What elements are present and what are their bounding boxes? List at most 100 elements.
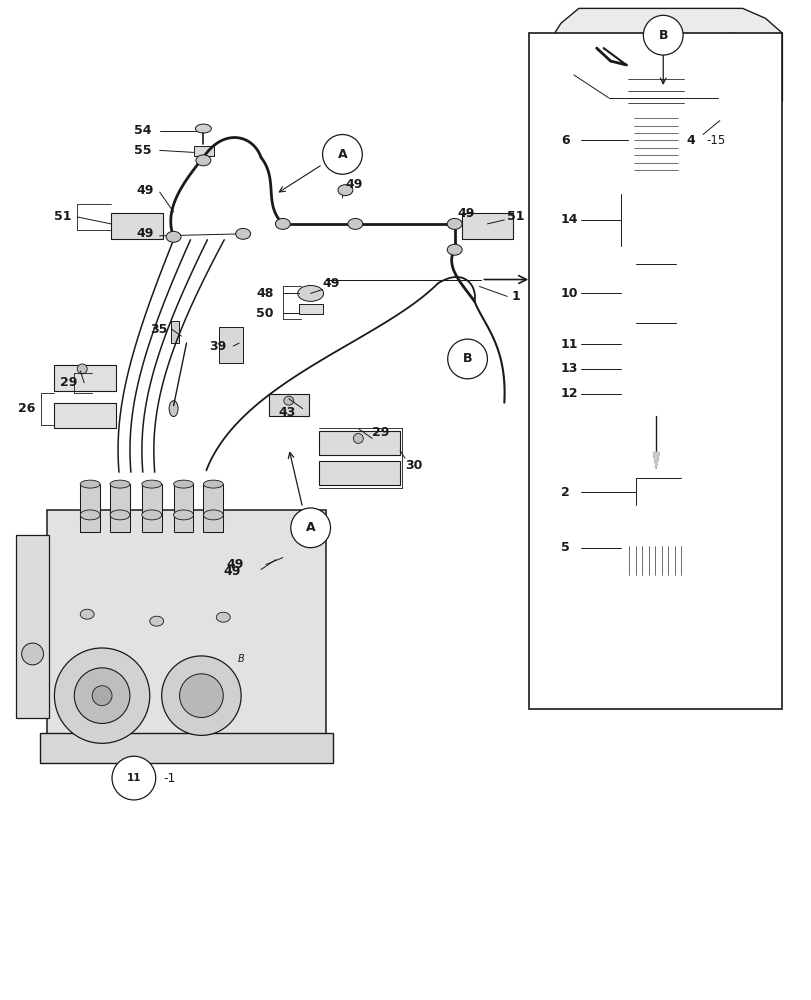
Ellipse shape <box>174 480 193 488</box>
FancyBboxPatch shape <box>174 484 193 532</box>
Ellipse shape <box>275 218 290 229</box>
Ellipse shape <box>142 510 161 520</box>
FancyBboxPatch shape <box>54 365 116 391</box>
Text: 39: 39 <box>209 340 226 353</box>
Circle shape <box>322 135 362 174</box>
FancyBboxPatch shape <box>633 115 677 174</box>
Ellipse shape <box>633 239 677 248</box>
Text: A: A <box>337 148 347 161</box>
FancyBboxPatch shape <box>651 359 659 379</box>
Circle shape <box>642 15 682 55</box>
Polygon shape <box>653 452 659 468</box>
Ellipse shape <box>80 609 94 619</box>
Ellipse shape <box>235 228 251 239</box>
Ellipse shape <box>149 616 164 626</box>
Circle shape <box>702 33 762 93</box>
Ellipse shape <box>142 480 161 488</box>
Ellipse shape <box>651 357 659 361</box>
FancyBboxPatch shape <box>298 304 322 314</box>
Ellipse shape <box>627 515 684 529</box>
Text: B: B <box>462 352 472 365</box>
Ellipse shape <box>633 227 677 236</box>
Ellipse shape <box>203 480 223 488</box>
Text: 50: 50 <box>255 307 273 320</box>
Text: 54: 54 <box>134 124 151 137</box>
FancyBboxPatch shape <box>203 484 223 532</box>
Text: 14: 14 <box>560 213 577 226</box>
FancyBboxPatch shape <box>170 321 178 343</box>
Text: 55: 55 <box>134 144 151 157</box>
Ellipse shape <box>77 364 87 374</box>
Text: A: A <box>306 521 315 534</box>
Polygon shape <box>631 488 680 510</box>
Ellipse shape <box>110 510 130 520</box>
Ellipse shape <box>628 61 683 73</box>
Ellipse shape <box>631 385 680 397</box>
Ellipse shape <box>631 392 680 402</box>
Ellipse shape <box>174 510 193 520</box>
Text: 11: 11 <box>560 338 577 351</box>
Text: 49: 49 <box>322 277 340 290</box>
Ellipse shape <box>166 231 181 242</box>
Text: 5: 5 <box>560 541 569 554</box>
Ellipse shape <box>627 571 684 580</box>
Polygon shape <box>547 8 782 135</box>
FancyBboxPatch shape <box>318 461 400 485</box>
Text: 6: 6 <box>560 134 569 147</box>
Ellipse shape <box>631 472 680 484</box>
Circle shape <box>650 37 662 49</box>
Text: 29: 29 <box>371 426 389 439</box>
FancyBboxPatch shape <box>40 733 333 763</box>
Circle shape <box>715 46 749 80</box>
Text: 29: 29 <box>60 376 78 389</box>
Ellipse shape <box>169 401 178 417</box>
Ellipse shape <box>447 218 461 229</box>
Ellipse shape <box>195 124 211 133</box>
FancyBboxPatch shape <box>461 213 513 239</box>
Circle shape <box>617 37 629 49</box>
Text: -15: -15 <box>705 134 724 147</box>
FancyBboxPatch shape <box>641 339 671 349</box>
Text: 49: 49 <box>223 565 240 578</box>
Text: 10: 10 <box>560 287 577 300</box>
FancyBboxPatch shape <box>631 478 680 488</box>
Circle shape <box>54 648 149 743</box>
Ellipse shape <box>80 510 100 520</box>
Text: -1: -1 <box>164 772 176 785</box>
Text: B: B <box>238 654 244 664</box>
Ellipse shape <box>633 215 677 224</box>
Ellipse shape <box>195 155 211 166</box>
Circle shape <box>112 756 156 800</box>
Circle shape <box>641 391 646 396</box>
FancyBboxPatch shape <box>627 522 684 575</box>
Text: 49: 49 <box>226 558 243 571</box>
Text: 26: 26 <box>18 402 35 415</box>
Text: 2: 2 <box>560 486 569 499</box>
Text: B: B <box>658 29 667 42</box>
Text: 51: 51 <box>507 210 524 223</box>
FancyBboxPatch shape <box>219 327 242 363</box>
Text: 4: 4 <box>685 134 694 147</box>
FancyBboxPatch shape <box>529 33 782 709</box>
Text: 13: 13 <box>560 362 577 375</box>
Text: 11: 11 <box>127 773 141 783</box>
Ellipse shape <box>298 285 323 301</box>
Text: 49: 49 <box>137 184 154 197</box>
FancyBboxPatch shape <box>194 146 214 156</box>
FancyBboxPatch shape <box>318 431 400 455</box>
FancyBboxPatch shape <box>608 98 717 123</box>
FancyBboxPatch shape <box>80 484 100 532</box>
Ellipse shape <box>641 345 671 353</box>
Ellipse shape <box>284 396 294 405</box>
Text: 1: 1 <box>511 290 519 303</box>
Ellipse shape <box>347 218 363 229</box>
FancyBboxPatch shape <box>111 213 162 239</box>
Circle shape <box>92 686 112 706</box>
Ellipse shape <box>337 185 353 196</box>
Text: 49: 49 <box>457 207 474 220</box>
FancyBboxPatch shape <box>628 67 683 115</box>
FancyBboxPatch shape <box>142 484 161 532</box>
Ellipse shape <box>353 433 363 443</box>
Ellipse shape <box>447 244 461 255</box>
FancyBboxPatch shape <box>54 403 116 428</box>
